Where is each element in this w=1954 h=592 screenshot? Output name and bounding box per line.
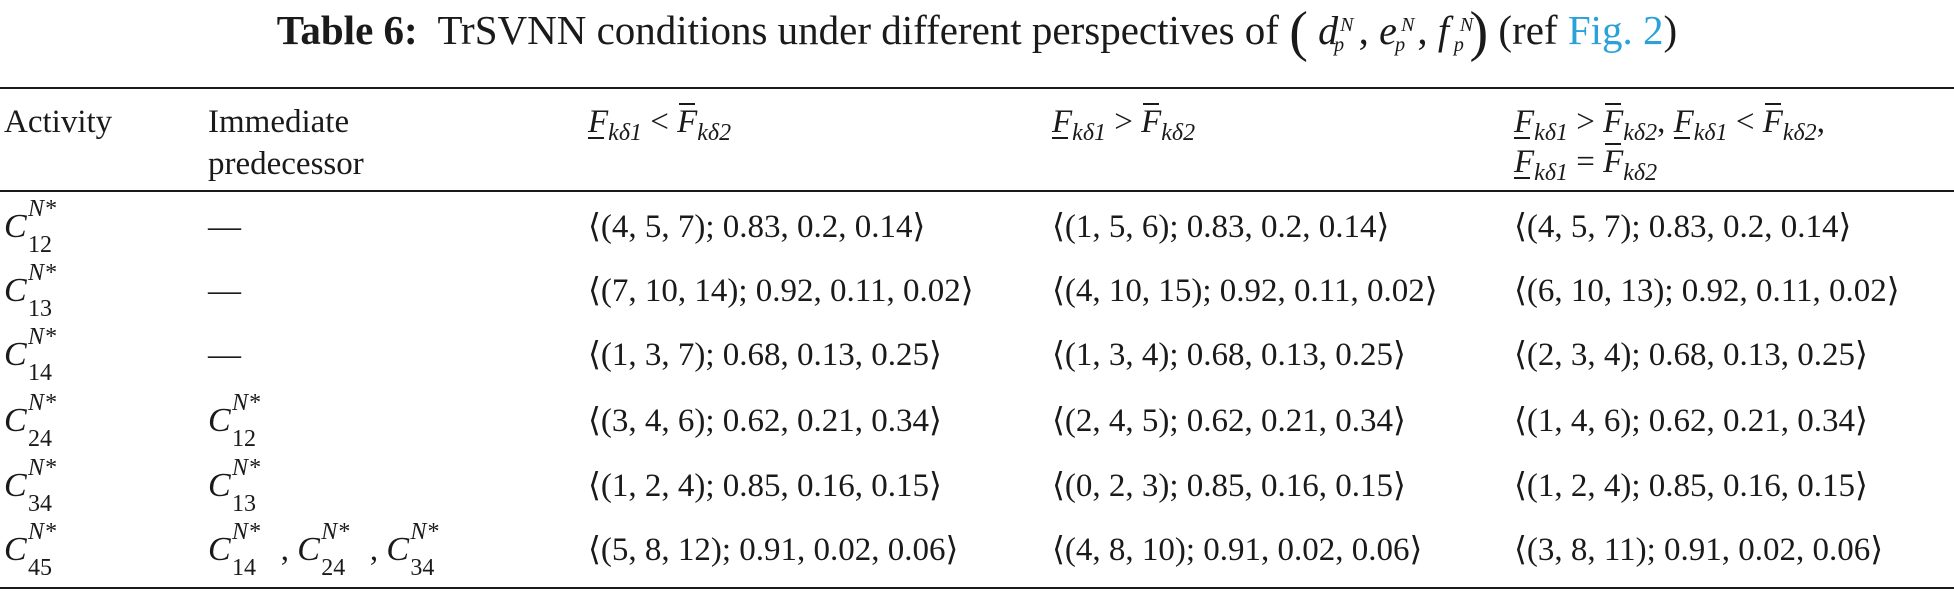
table-row: C N* 12 — ⟨(4, 5, 7); 0.83, 0.2, 0.14⟩ ⟨(1… <box>0 196 1954 260</box>
value-cell-mixed: ⟨(2, 3, 4); 0.68, 0.13, 0.25⟩ <box>1514 337 1868 373</box>
header-condition-greater: Fkδ1 > Fkδ2 <box>1052 103 1196 146</box>
figure-reference-link[interactable]: Fig. 2 <box>1567 7 1664 53</box>
upper-f: F <box>677 103 698 140</box>
value-cell-less: ⟨(1, 3, 7); 0.68, 0.13, 0.25⟩ <box>588 337 942 373</box>
caption-open-paren: ( <box>1289 1 1308 63</box>
lower-f: F <box>1052 104 1073 140</box>
table-row: C N* 14 — ⟨(1, 3, 7); 0.68, 0.13, 0.25⟩ ⟨(… <box>0 324 1954 388</box>
activity-cell: C N* 13 <box>4 260 57 322</box>
header-condition-less: Fkδ1 < Fkδ2 <box>588 103 732 146</box>
table-row: C N* 34 C N* 13 ⟨(1, 2, 4); 0.85, 0.16, 0.15… <box>0 455 1954 519</box>
lower-f: F <box>588 104 609 140</box>
caption-text: TrSVNN conditions under different perspe… <box>437 7 1279 53</box>
table-caption: Table 6: TrSVNN conditions under differe… <box>0 4 1954 60</box>
activity-cell: C N* 34 <box>4 455 57 517</box>
activity-cell: C N* 14 <box>4 324 57 386</box>
value-cell-greater: ⟨(2, 4, 5); 0.62, 0.21, 0.34⟩ <box>1052 403 1406 439</box>
predecessor-cell: C N* 13 <box>208 455 261 517</box>
value-cell-mixed: ⟨(1, 4, 6); 0.62, 0.21, 0.34⟩ <box>1514 403 1868 439</box>
value-cell-greater: ⟨(1, 5, 6); 0.83, 0.2, 0.14⟩ <box>1052 209 1390 245</box>
upper-f: F <box>1141 103 1162 140</box>
value-cell-greater: ⟨(4, 8, 10); 0.91, 0.02, 0.06⟩ <box>1052 532 1423 568</box>
header-activity: Activity <box>4 104 113 140</box>
predecessor-cell: — <box>208 337 241 373</box>
table-bottom-rule <box>0 587 1954 589</box>
caption-ref-prefix: (ref <box>1498 7 1558 53</box>
predecessor-cell: — <box>208 273 241 309</box>
value-cell-mixed: ⟨(4, 5, 7); 0.83, 0.2, 0.14⟩ <box>1514 209 1852 245</box>
value-cell-less: ⟨(1, 2, 4); 0.85, 0.16, 0.15⟩ <box>588 468 942 504</box>
value-cell-greater: ⟨(0, 2, 3); 0.85, 0.16, 0.15⟩ <box>1052 468 1406 504</box>
predecessor-cell: — <box>208 209 241 245</box>
value-cell-greater: ⟨(1, 3, 4); 0.68, 0.13, 0.25⟩ <box>1052 337 1406 373</box>
table-row: C N* 24 C N* 12 ⟨(3, 4, 6); 0.62, 0.21, 0.34… <box>0 390 1954 454</box>
value-cell-less: ⟨(7, 10, 14); 0.92, 0.11, 0.02⟩ <box>588 273 974 309</box>
value-cell-greater: ⟨(4, 10, 15); 0.92, 0.11, 0.02⟩ <box>1052 273 1438 309</box>
caption-close-paren: ) <box>1469 1 1489 63</box>
table-top-rule <box>0 87 1954 89</box>
header-condition-mixed-line2: Fkδ1 = Fkδ2 <box>1514 143 1658 186</box>
activity-cell: C N* 45 <box>4 519 57 581</box>
predecessor-cell: C N* 12 <box>208 390 261 452</box>
value-cell-less: ⟨(3, 4, 6); 0.62, 0.21, 0.34⟩ <box>588 403 942 439</box>
value-cell-mixed: ⟨(1, 2, 4); 0.85, 0.16, 0.15⟩ <box>1514 468 1868 504</box>
table-row: C N* 13 — ⟨(7, 10, 14); 0.92, 0.11, 0.02⟩ … <box>0 260 1954 324</box>
value-cell-less: ⟨(5, 8, 12); 0.91, 0.02, 0.06⟩ <box>588 532 959 568</box>
caption-ref-suffix: ) <box>1663 7 1678 53</box>
value-cell-mixed: ⟨(3, 8, 11); 0.91, 0.02, 0.06⟩ <box>1514 532 1884 568</box>
predecessor-cell: C N* 14, C N* 24, C N* 34 <box>208 519 439 581</box>
activity-cell: C N* 12 <box>4 196 57 258</box>
caption-label: Table 6: <box>276 7 418 53</box>
activity-cell: C N* 24 <box>4 390 57 452</box>
header-predecessor-line2: predecessor <box>208 146 364 182</box>
header-condition-mixed-line1: Fkδ1 > Fkδ2, Fkδ1 < Fkδ2, <box>1514 103 1825 146</box>
table-row: C N* 45 C N* 14, C N* 24, C N* 34 ⟨(5, 8, 12); 0… <box>0 519 1954 583</box>
header-predecessor-line1: Immediate <box>208 104 350 140</box>
value-cell-mixed: ⟨(6, 10, 13); 0.92, 0.11, 0.02⟩ <box>1514 273 1900 309</box>
header-separator-rule <box>0 190 1954 192</box>
value-cell-less: ⟨(4, 5, 7); 0.83, 0.2, 0.14⟩ <box>588 209 926 245</box>
